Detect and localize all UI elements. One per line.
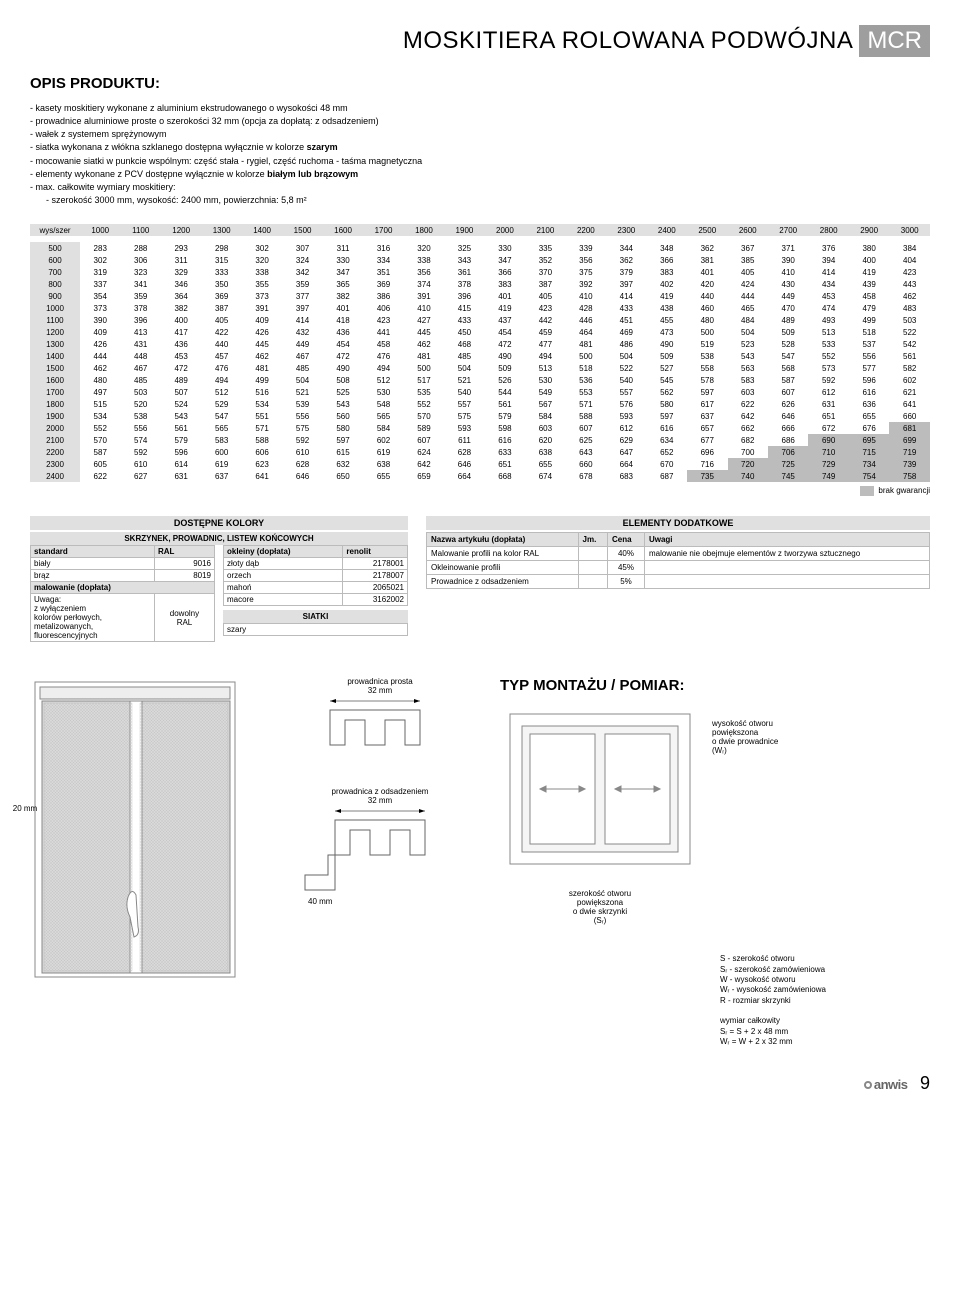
diagram-product: 20 mm — [30, 677, 260, 998]
opis-line: - elementy wykonane z PCV dostępne wyłąc… — [30, 168, 930, 180]
profile-odsadz-svg — [290, 805, 460, 895]
opis-heading: OPIS PRODUKTU: — [30, 75, 930, 92]
kolory-okleiny-table: okleiny (dopłata)renolitzłoty dąb2178001… — [223, 545, 408, 606]
warranty-label: brak gwarancji — [878, 486, 930, 495]
page-number: 9 — [920, 1073, 930, 1093]
dim-40: 40 mm — [308, 897, 470, 906]
title-code: MCR — [859, 25, 930, 57]
elementy-table: Nazwa artykułu (dopłata)Jm.CenaUwagiMalo… — [426, 532, 930, 589]
profile-prosta-svg — [290, 695, 460, 755]
price-table: wys/szer10001100120013001400150016001700… — [30, 224, 930, 482]
opis-line: - kasety moskitiery wykonane z aluminium… — [30, 102, 930, 114]
opis-line: - prowadnice aluminiowe proste o szeroko… — [30, 115, 930, 127]
opis-line: - max. całkowite wymiary moskitiery: — [30, 181, 930, 193]
footer-logo: anwis — [864, 1077, 908, 1092]
dim-32b: 32 mm — [290, 796, 470, 805]
dim-20mm: 20 mm — [5, 804, 45, 813]
legend-block: S - szerokość otworuSᵣ - szerokość zamów… — [720, 954, 826, 1048]
siatki-row: szary — [224, 624, 408, 636]
szer-note: szerokość otworu powiększona o dwie skrz… — [500, 889, 700, 925]
siatki-title: SIATKI — [223, 610, 408, 623]
prow-odsadz-label: prowadnica z odsadzeniem — [290, 787, 470, 796]
opis-line: - mocowanie siatki w punkcie wspólnym: c… — [30, 155, 930, 167]
opis-line: - szerokość 3000 mm, wysokość: 2400 mm, … — [30, 194, 930, 206]
prow-prosta-label: prowadnica prosta — [290, 677, 470, 686]
warranty-color-swatch — [860, 486, 874, 496]
title-main: MOSKITIERA ROLOWANA PODWÓJNA — [403, 27, 854, 55]
kolory-subtitle: SKRZYNEK, PROWADNIC, LISTEW KOŃCOWYCH — [30, 532, 408, 545]
kolory-standard-table: standardRALbiały9016brąz8019malowanie (d… — [30, 545, 215, 642]
opis-line: - siatka wykonana z włókna szklanego dos… — [30, 141, 930, 153]
warranty-note: brak gwarancji — [30, 486, 930, 496]
elementy-title: ELEMENTY DODATKOWE — [426, 516, 930, 530]
page-title-row: MOSKITIERA ROLOWANA PODWÓJNA MCR — [30, 25, 930, 57]
price-table-wrap: wys/szer10001100120013001400150016001700… — [30, 224, 930, 482]
dim-32a: 32 mm — [290, 686, 470, 695]
window-svg — [500, 704, 700, 874]
montaz-title: TYP MONTAŻU / POMIAR: — [500, 677, 930, 694]
siatki-table: szary — [223, 623, 408, 636]
opis-body: - kasety moskitiery wykonane z aluminium… — [30, 102, 930, 206]
wys-note: wysokość otworu powiększona o dwie prowa… — [712, 719, 778, 755]
opis-line: - wałek z systemem sprężynowym — [30, 128, 930, 140]
kolory-title: DOSTĘPNE KOLORY — [30, 516, 408, 530]
